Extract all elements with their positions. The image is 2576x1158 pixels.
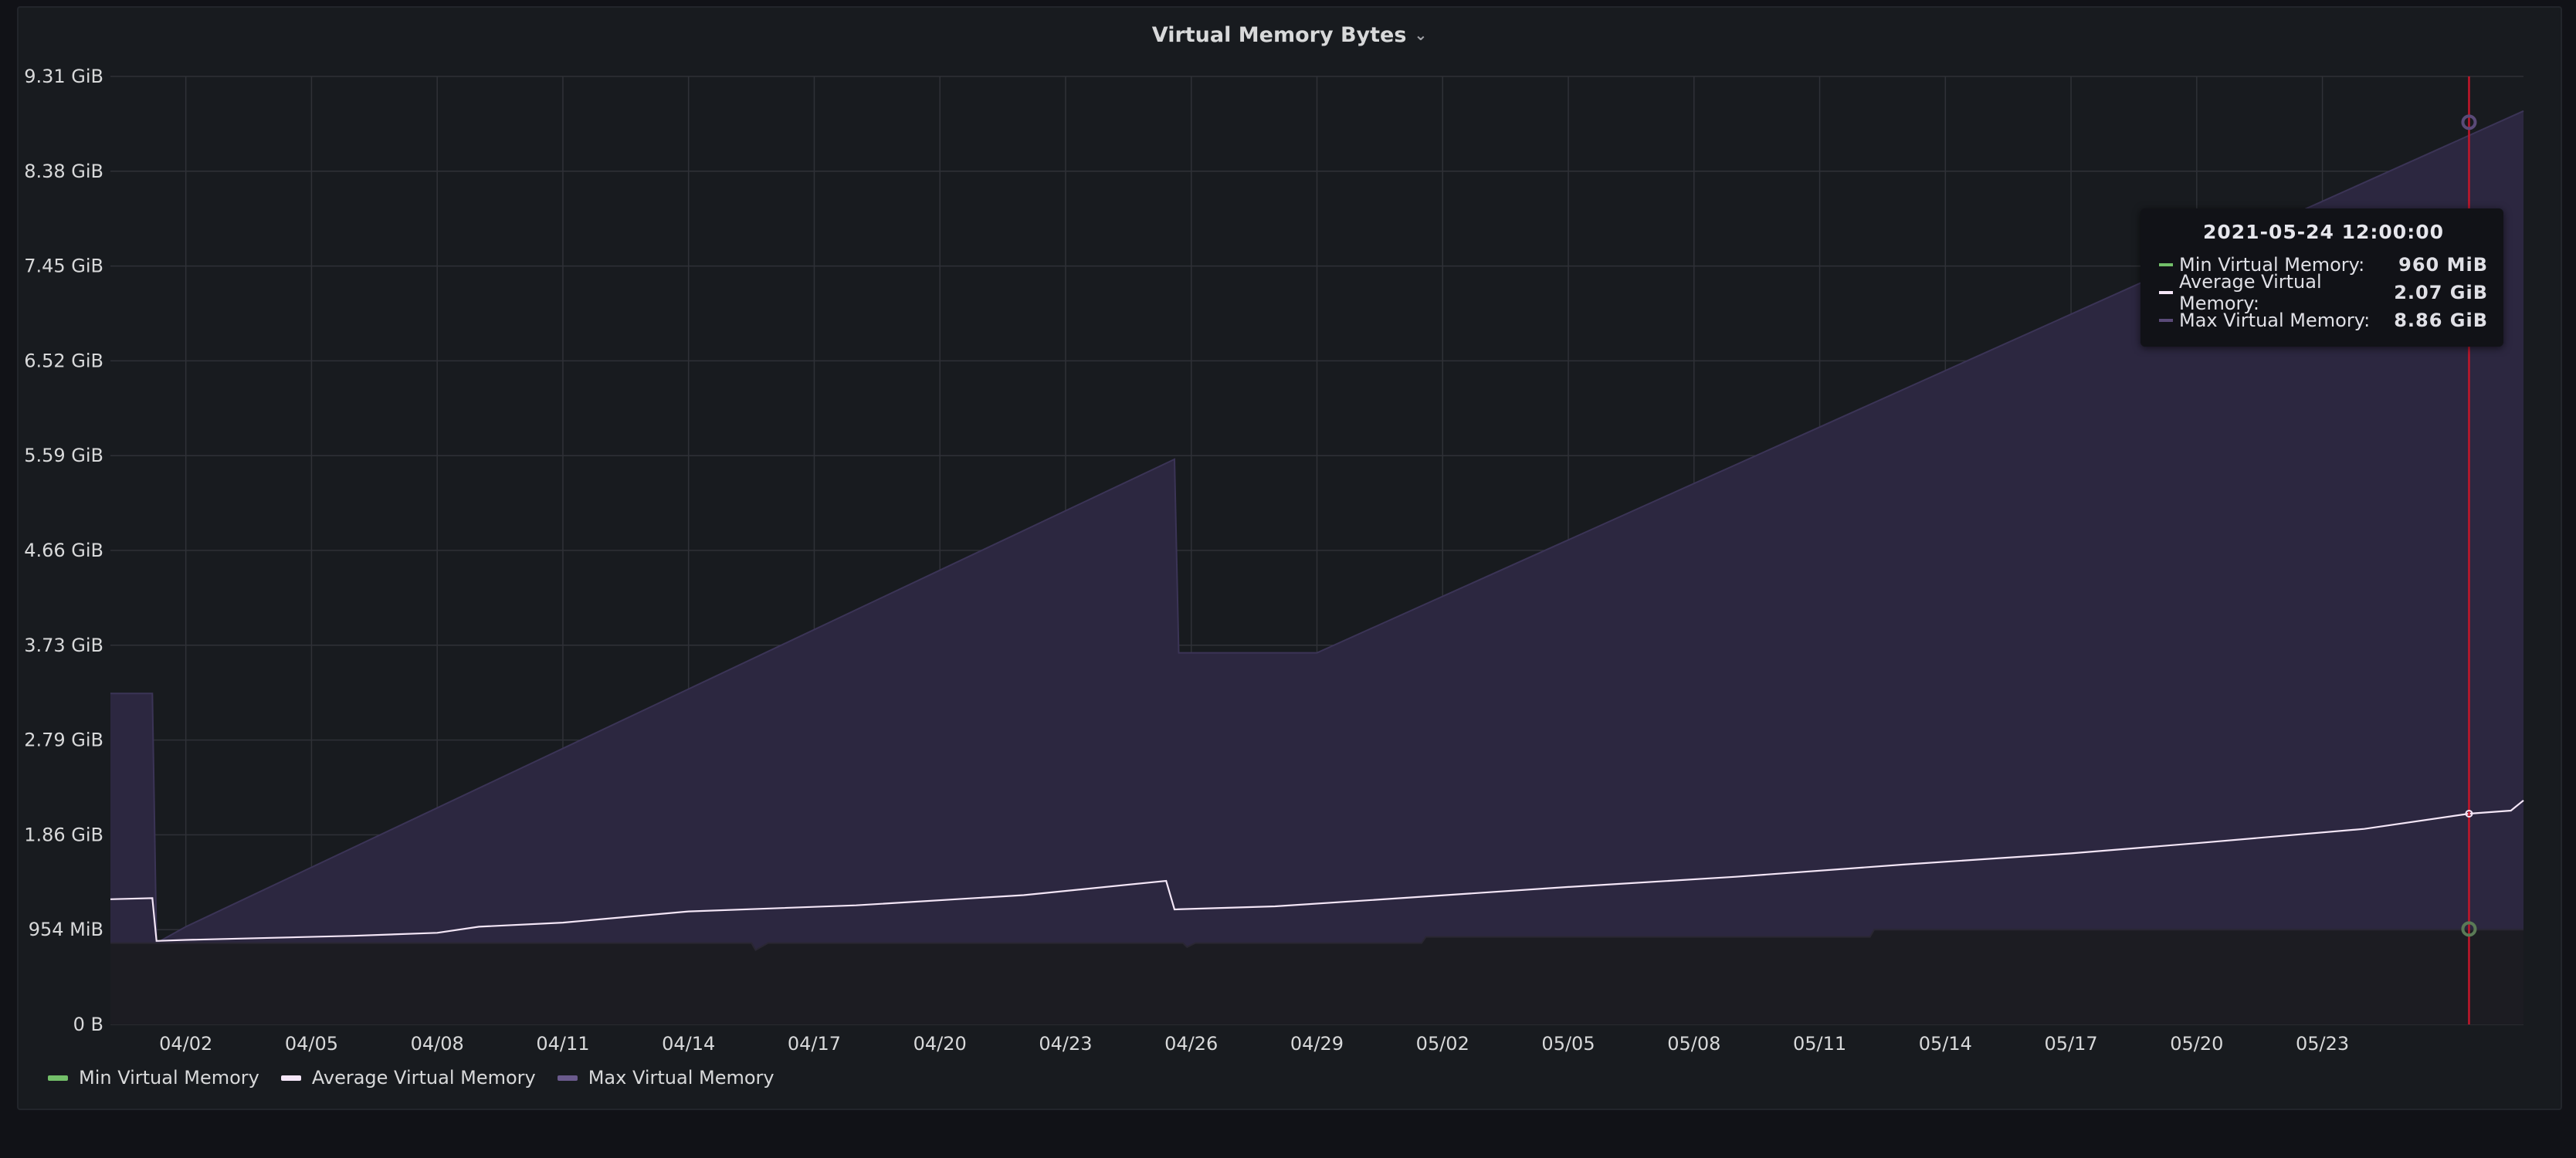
x-tick-label: 04/26	[1164, 1033, 1218, 1055]
series-min-area	[110, 929, 2523, 1024]
series-min-line	[110, 929, 2523, 952]
tooltip-value: 8.86 GiB	[2394, 310, 2488, 331]
x-tick-label: 04/11	[536, 1033, 589, 1055]
series-max-area	[110, 110, 2523, 1024]
x-tick-label: 05/20	[2170, 1033, 2223, 1055]
y-tick-label: 2.79 GiB	[24, 730, 103, 751]
legend-swatch-max	[557, 1075, 578, 1081]
x-tick-label: 05/11	[1793, 1033, 1846, 1055]
hover-point-avg	[2465, 809, 2473, 818]
tooltip-swatch-max	[2159, 319, 2173, 322]
chart-legend: Min Virtual Memory Average Virtual Memor…	[48, 1067, 774, 1089]
x-tick-label: 05/17	[2044, 1033, 2097, 1055]
x-tick-label: 05/05	[1541, 1033, 1595, 1055]
panel-title-text[interactable]: Virtual Memory Bytes	[1151, 23, 1407, 47]
legend-label[interactable]: Max Virtual Memory	[588, 1067, 774, 1089]
y-tick-label: 0 B	[73, 1014, 103, 1035]
x-tick-label: 04/29	[1290, 1033, 1344, 1055]
legend-swatch-min	[48, 1075, 68, 1081]
legend-label[interactable]: Min Virtual Memory	[79, 1067, 259, 1089]
y-tick-label: 954 MiB	[29, 919, 103, 940]
tooltip-name: Average Virtual Memory:	[2179, 271, 2322, 314]
tooltip-value: 960 MiB	[2398, 254, 2488, 276]
x-tick-label: 05/14	[1919, 1033, 1972, 1055]
legend-item-min[interactable]: Min Virtual Memory	[48, 1067, 259, 1089]
y-tick-label: 4.66 GiB	[24, 540, 103, 561]
tooltip-value: 2.07 GiB	[2394, 282, 2488, 303]
x-tick-label: 04/23	[1039, 1033, 1092, 1055]
y-tick-label: 5.59 GiB	[24, 445, 103, 466]
x-tick-label: 04/02	[159, 1033, 212, 1055]
legend-swatch-avg	[280, 1075, 301, 1081]
hover-point-max	[2461, 114, 2477, 130]
y-tick-label: 1.86 GiB	[24, 824, 103, 845]
tooltip-row-max: Max Virtual Memory: 8.86 GiB	[2159, 306, 2488, 334]
series-max-line	[110, 110, 2524, 945]
tooltip-time: 2021-05-24 12:00:00	[2203, 221, 2444, 243]
tooltip-swatch-avg	[2159, 291, 2173, 294]
x-tick-label: 04/17	[788, 1033, 841, 1055]
x-tick-label: 04/14	[662, 1033, 715, 1055]
y-tick-label: 7.45 GiB	[24, 256, 103, 277]
y-tick-label: 6.52 GiB	[24, 350, 103, 371]
panel-title[interactable]: Virtual Memory Bytes ⌄	[19, 23, 2561, 47]
x-tick-label: 05/02	[1416, 1033, 1469, 1055]
legend-item-avg[interactable]: Average Virtual Memory	[280, 1067, 536, 1089]
hover-tooltip: 2021-05-24 12:00:00 Min Virtual Memory: …	[2140, 208, 2503, 347]
chevron-down-icon[interactable]: ⌄	[1414, 25, 1428, 44]
x-tick-label: 04/20	[913, 1033, 967, 1055]
y-tick-label: 3.73 GiB	[24, 635, 103, 656]
x-tick-label: 05/23	[2296, 1033, 2349, 1055]
tooltip-name: Max Virtual Memory:	[2179, 310, 2371, 331]
x-tick-label: 05/08	[1667, 1033, 1720, 1055]
tooltip-name: Min Virtual Memory:	[2179, 254, 2365, 276]
y-tick-label: 8.38 GiB	[24, 161, 103, 182]
tooltip-row-avg: Average Virtual Memory: 2.07 GiB	[2159, 271, 2488, 314]
x-tick-label: 04/05	[285, 1033, 338, 1055]
tooltip-row-min: Min Virtual Memory: 960 MiB	[2159, 251, 2488, 279]
hover-point-min	[2461, 921, 2477, 937]
y-tick-label: 9.31 GiB	[24, 66, 103, 87]
series-avg-line	[110, 799, 2524, 942]
legend-item-max[interactable]: Max Virtual Memory	[557, 1067, 774, 1089]
tooltip-swatch-min	[2159, 263, 2173, 266]
legend-label[interactable]: Average Virtual Memory	[311, 1067, 536, 1089]
x-tick-label: 04/08	[411, 1033, 464, 1055]
